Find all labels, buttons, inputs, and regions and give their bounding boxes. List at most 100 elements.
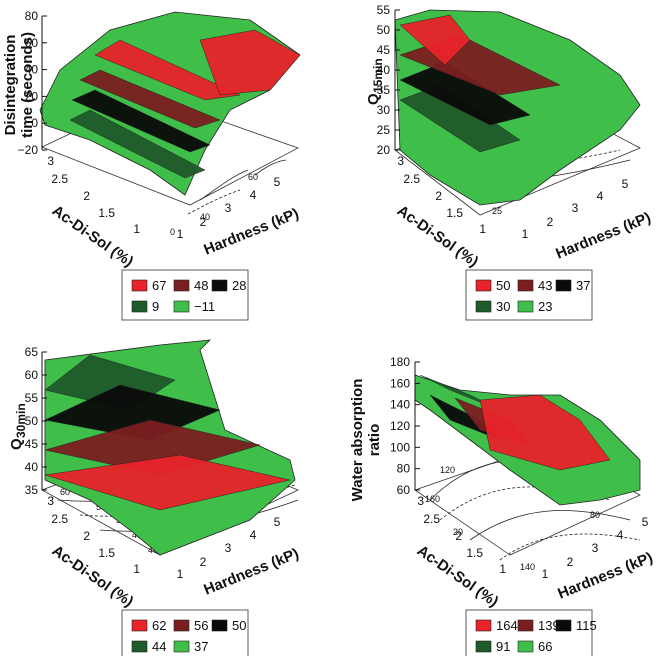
z-tick-label: 80 — [397, 462, 411, 476]
legend-value: 28 — [232, 278, 246, 293]
contour-label: 60 — [60, 487, 70, 497]
legend-swatch — [131, 640, 148, 653]
x-tick-label: 4 — [250, 188, 257, 202]
z-axis-label: Water absorption ratio — [349, 379, 383, 502]
x-axis-label: Hardness (kP) — [553, 209, 653, 263]
z-tick-label: 80 — [25, 9, 39, 23]
x-tick-label: 3 — [592, 541, 599, 555]
z-tick-label: 100 — [390, 440, 410, 454]
legend-swatch — [173, 640, 190, 653]
z-axis-label-sub: 30min — [14, 403, 28, 438]
legend-swatch — [475, 619, 492, 632]
z-tick-label: 50 — [377, 23, 391, 37]
y-tick-label: 3 — [47, 154, 54, 168]
legend-swatch — [131, 279, 148, 292]
y-tick-label: 2.5 — [51, 512, 68, 526]
z-axis-label-main: Q — [8, 438, 25, 450]
x-tick-label: 1 — [542, 567, 549, 581]
y-tick-label: 2 — [435, 189, 442, 203]
z-tick-label: 60 — [397, 483, 411, 497]
legend-swatch — [475, 300, 492, 313]
contour-label: 60 — [248, 172, 258, 182]
z-tick-label: 45 — [25, 437, 39, 451]
z-tick-label: 55 — [25, 391, 39, 405]
legend-swatch — [517, 300, 534, 313]
panel-4: 160 120 20 80 140 180 160 140 120 100 80 60 3 2.5 2 1.5… — [349, 355, 655, 656]
y-tick-label: 1.5 — [446, 206, 463, 220]
z-axis-label: Disintegration time (seconds) — [2, 32, 36, 138]
x-tick-label: 4 — [597, 189, 604, 203]
contour-label: 20 — [453, 527, 463, 537]
x-tick-label: 2 — [200, 215, 207, 229]
z-tick-label: −20 — [18, 143, 39, 157]
z-axis-label-sub: 15min — [371, 58, 385, 93]
legend-swatch — [555, 619, 572, 632]
y-tick-label: 2 — [455, 529, 462, 543]
z-axis-label-line: ratio — [366, 424, 383, 457]
y-tick-label: 1 — [479, 222, 486, 236]
contour-label: 140 — [520, 562, 535, 572]
legend-value: −11 — [194, 299, 215, 314]
surface-band — [399, 61, 531, 126]
y-tick-label: 2 — [83, 189, 90, 203]
surface-band — [69, 109, 206, 179]
surface-band — [44, 454, 291, 511]
z-tick-label: 120 — [390, 419, 410, 433]
z-tick-label: 60 — [25, 368, 39, 382]
z-tick-label: 65 — [25, 345, 39, 359]
x-tick-label: 4 — [250, 528, 257, 542]
panel-2: 504540353025555045403530252032.521.51123… — [365, 3, 653, 321]
legend-value: 50 — [496, 278, 510, 293]
z-tick-label: 180 — [390, 355, 410, 369]
y-tick-label: 1 — [499, 562, 506, 576]
contour-label: 0 — [170, 227, 175, 237]
floor-contour-line — [469, 510, 631, 541]
x-tick-label: 4 — [617, 528, 624, 542]
z-tick-label: 60 — [25, 36, 39, 50]
z-tick-label: 0 — [31, 116, 38, 130]
z-tick-label: 40 — [377, 63, 391, 77]
y-tick-label: 2 — [83, 529, 90, 543]
z-tick-label: 140 — [390, 398, 410, 412]
floor-contour-line — [187, 189, 241, 215]
legend: 50 43 37 30 23 — [465, 269, 593, 321]
legend-value: 30 — [496, 299, 510, 314]
legend-swatch — [475, 640, 492, 653]
legend-swatch — [517, 279, 534, 292]
surface-band — [199, 29, 301, 96]
legend-value: 115 — [576, 618, 597, 633]
legend-value: 56 — [194, 618, 208, 633]
contour-label: 160 — [425, 494, 440, 504]
floor-contour-line — [199, 169, 249, 201]
y-tick-label: 1 — [133, 562, 140, 576]
legend-swatch — [173, 619, 190, 632]
z-tick-label: 35 — [25, 483, 39, 497]
contour-label: 40 — [200, 212, 210, 222]
legend-box — [121, 269, 249, 321]
legend-value: 139 — [538, 618, 560, 633]
y-tick-label: 2.5 — [51, 172, 68, 186]
legend: 67 48 28 9 −11 — [121, 269, 249, 321]
legend-value: 44 — [152, 639, 166, 654]
legend-swatch — [131, 300, 148, 313]
legend-swatch — [555, 279, 572, 292]
floor-contour-line — [439, 486, 611, 521]
x-tick-label: 5 — [274, 175, 281, 189]
legend-value: 67 — [152, 278, 166, 293]
legend-value: 23 — [538, 299, 552, 314]
y-tick-label: 2.5 — [423, 512, 440, 526]
legend-value: 9 — [152, 299, 159, 314]
contour-label: 25 — [492, 206, 502, 216]
y-tick-label: 1.5 — [466, 546, 483, 560]
surface-band — [399, 14, 471, 66]
surface-band — [479, 394, 611, 471]
x-axis-label: Hardness (kP) — [201, 205, 301, 259]
legend-value: 66 — [538, 639, 552, 654]
z-tick-label: 20 — [377, 143, 391, 157]
legend-value: 43 — [538, 278, 552, 293]
panel-3: 60555045406560555045403532.521.5112345Ac… — [8, 339, 301, 656]
z-axis-label-main: Q — [365, 93, 382, 105]
y-tick-label: 1.5 — [98, 206, 115, 220]
z-tick-label: 40 — [25, 63, 39, 77]
